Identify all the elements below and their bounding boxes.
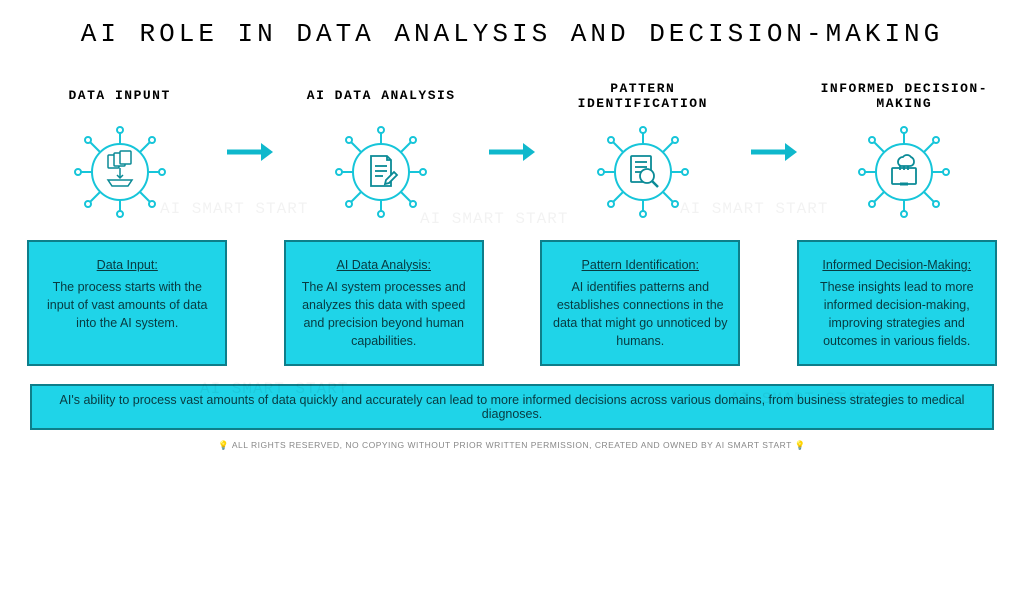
desc-box-2: AI Data Analysis: The AI system processe…	[284, 240, 484, 367]
step-3-header: PATTERN IDENTIFICATION	[545, 80, 740, 112]
decision-icon	[854, 122, 954, 222]
desc-3-body: AI identifies patterns and establishes c…	[553, 280, 727, 348]
desc-2-body: The AI system processes and analyzes thi…	[302, 280, 466, 348]
footer-copyright: 💡 ALL RIGHTS RESERVED, NO COPYING WITHOU…	[0, 430, 1024, 451]
page-title: AI ROLE IN DATA ANALYSIS AND DECISION-MA…	[0, 0, 1024, 60]
desc-1-body: The process starts with the input of vas…	[47, 280, 208, 330]
desc-4-body: These insights lead to more informed dec…	[820, 280, 974, 348]
desc-2-title: AI Data Analysis:	[296, 256, 472, 274]
step-4-header: INFORMED DECISION-MAKING	[807, 80, 1002, 112]
desc-box-4: Informed Decision-Making: These insights…	[797, 240, 997, 367]
step-2: AI DATA ANALYSIS	[284, 80, 479, 222]
description-row: Data Input: The process starts with the …	[0, 222, 1024, 377]
step-3: PATTERN IDENTIFICATION	[545, 80, 740, 222]
pattern-icon	[593, 122, 693, 222]
step-2-header: AI DATA ANALYSIS	[307, 80, 456, 112]
desc-1-title: Data Input:	[39, 256, 215, 274]
arrow-3	[749, 80, 799, 164]
flow-row: DATA INPUNT	[0, 60, 1024, 222]
desc-3-title: Pattern Identification:	[552, 256, 728, 274]
summary-bar: AI's ability to process vast amounts of …	[30, 384, 994, 430]
data-input-icon	[70, 122, 170, 222]
step-4: INFORMED DECISION-MAKING	[807, 80, 1002, 222]
desc-box-1: Data Input: The process starts with the …	[27, 240, 227, 367]
arrow-2	[487, 80, 537, 164]
analysis-icon	[331, 122, 431, 222]
step-1: DATA INPUNT	[22, 80, 217, 222]
desc-box-3: Pattern Identification: AI identifies pa…	[540, 240, 740, 367]
arrow-1	[225, 80, 275, 164]
desc-4-title: Informed Decision-Making:	[809, 256, 985, 274]
step-1-header: DATA INPUNT	[68, 80, 170, 112]
